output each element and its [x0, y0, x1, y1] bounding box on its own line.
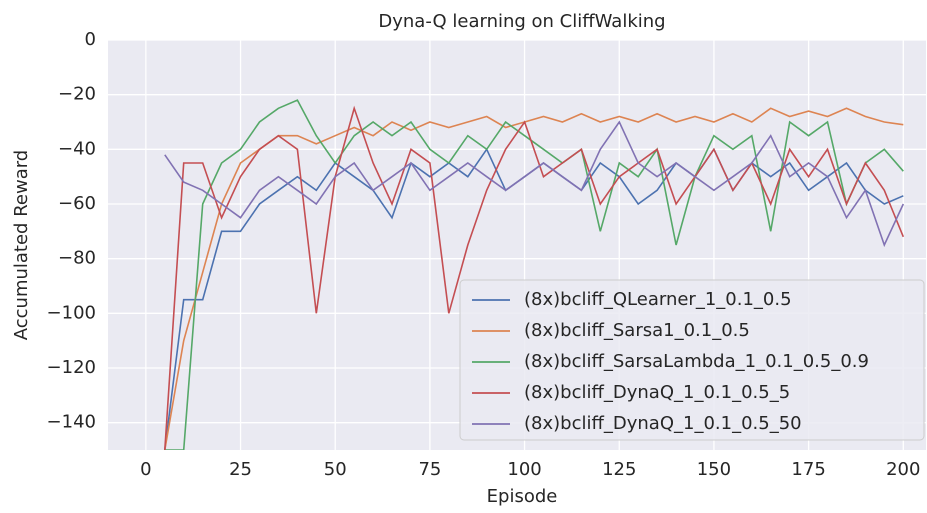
- y-axis-label: Accumulated Reward: [11, 150, 32, 341]
- y-tick-label: −40: [58, 138, 96, 159]
- series-line: [164, 105, 905, 450]
- x-tick-label: 175: [791, 459, 825, 480]
- series-line: [164, 120, 905, 248]
- y-tick-label: −60: [58, 193, 96, 214]
- y-tick-label: −120: [47, 357, 96, 378]
- x-tick-label: 0: [140, 459, 151, 480]
- x-tick-label: 100: [507, 459, 541, 480]
- legend-label: (8x)bcliff_Sarsa1_0.1_0.5: [524, 320, 750, 341]
- y-tick-label: −100: [47, 302, 96, 323]
- y-tick-label: 0: [85, 29, 96, 50]
- x-tick-label: 200: [886, 459, 920, 480]
- legend-label: (8x)bcliff_QLearner_1_0.1_0.5: [524, 289, 792, 310]
- legend-box: [459, 279, 925, 441]
- legend-label: (8x)bcliff_DynaQ_1_0.1_0.5_50: [524, 413, 802, 434]
- y-tick-label: −80: [58, 248, 96, 269]
- lines: [164, 99, 905, 450]
- legend-label: (8x)bcliff_SarsaLambda_1_0.1_0.5_0.9: [524, 351, 869, 372]
- x-tick-label: 150: [697, 459, 731, 480]
- x-tick-label: 25: [229, 459, 252, 480]
- x-tick-label: 125: [602, 459, 636, 480]
- legend: (8x)bcliff_QLearner_1_0.1_0.5 (8x)bcliff_…: [459, 279, 925, 441]
- series-line: [164, 107, 904, 450]
- y-tick-label: −20: [58, 84, 96, 105]
- legend-label: (8x)bcliff_DynaQ_1_0.1_0.5_5: [524, 382, 790, 403]
- chart-title: Dyna-Q learning on CliffWalking: [378, 11, 665, 32]
- x-axis-label: Episode: [487, 486, 558, 507]
- x-tick-label: 50: [324, 459, 347, 480]
- y-tick-label: −140: [47, 412, 96, 433]
- x-tick-label: 75: [418, 459, 441, 480]
